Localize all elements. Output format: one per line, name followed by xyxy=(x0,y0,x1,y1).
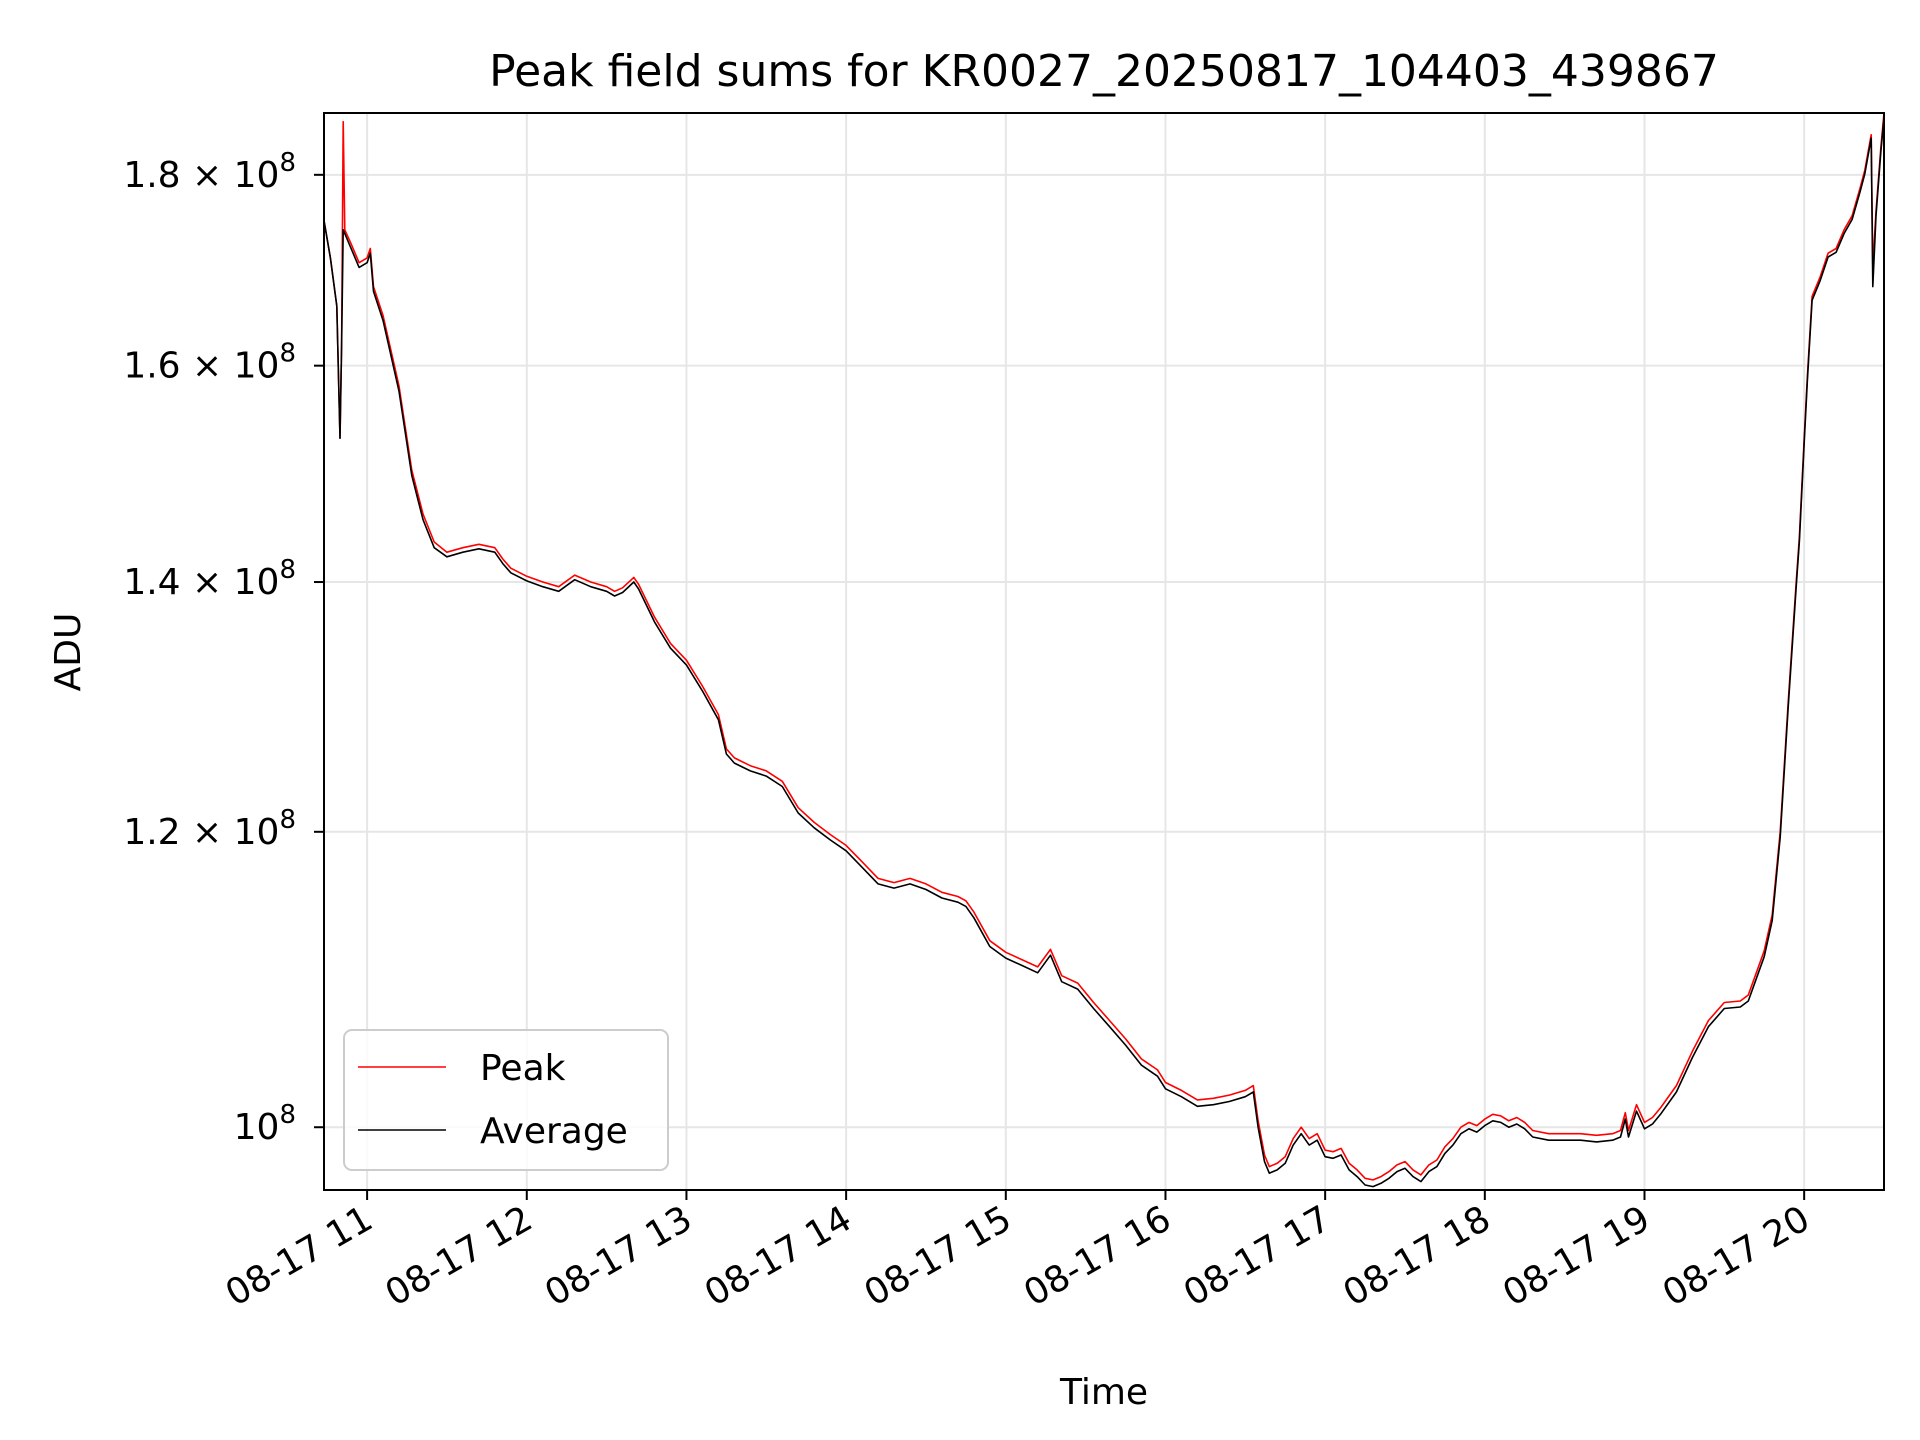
legend-average-label: Average xyxy=(480,1111,628,1152)
y-tick-label: 1.2 × 108 xyxy=(123,805,296,853)
legend-peak-label: Peak xyxy=(480,1048,566,1089)
x-axis-label: Time xyxy=(1059,1372,1148,1413)
y-axis-label: ADU xyxy=(48,613,89,692)
y-tick-label: 1.4 × 108 xyxy=(123,555,296,603)
chart-title: Peak field sums for KR0027_20250817_1044… xyxy=(489,46,1719,97)
y-axis: 108 1.2 × 108 1.4 × 108 1.6 × 108 1.8 × 108 xyxy=(123,148,324,1148)
grid xyxy=(324,113,1884,1190)
series-line-average xyxy=(323,117,1885,1188)
y-tick-label: 108 xyxy=(234,1100,296,1148)
legend: Peak Average xyxy=(343,1029,669,1171)
series-line-peak xyxy=(323,112,1885,1181)
y-tick-label: 1.8 × 108 xyxy=(123,148,296,196)
y-tick-label: 1.6 × 108 xyxy=(123,339,296,387)
legend-box xyxy=(343,1029,669,1171)
plot-frame xyxy=(323,112,1885,1191)
series-layer xyxy=(323,112,1885,1188)
